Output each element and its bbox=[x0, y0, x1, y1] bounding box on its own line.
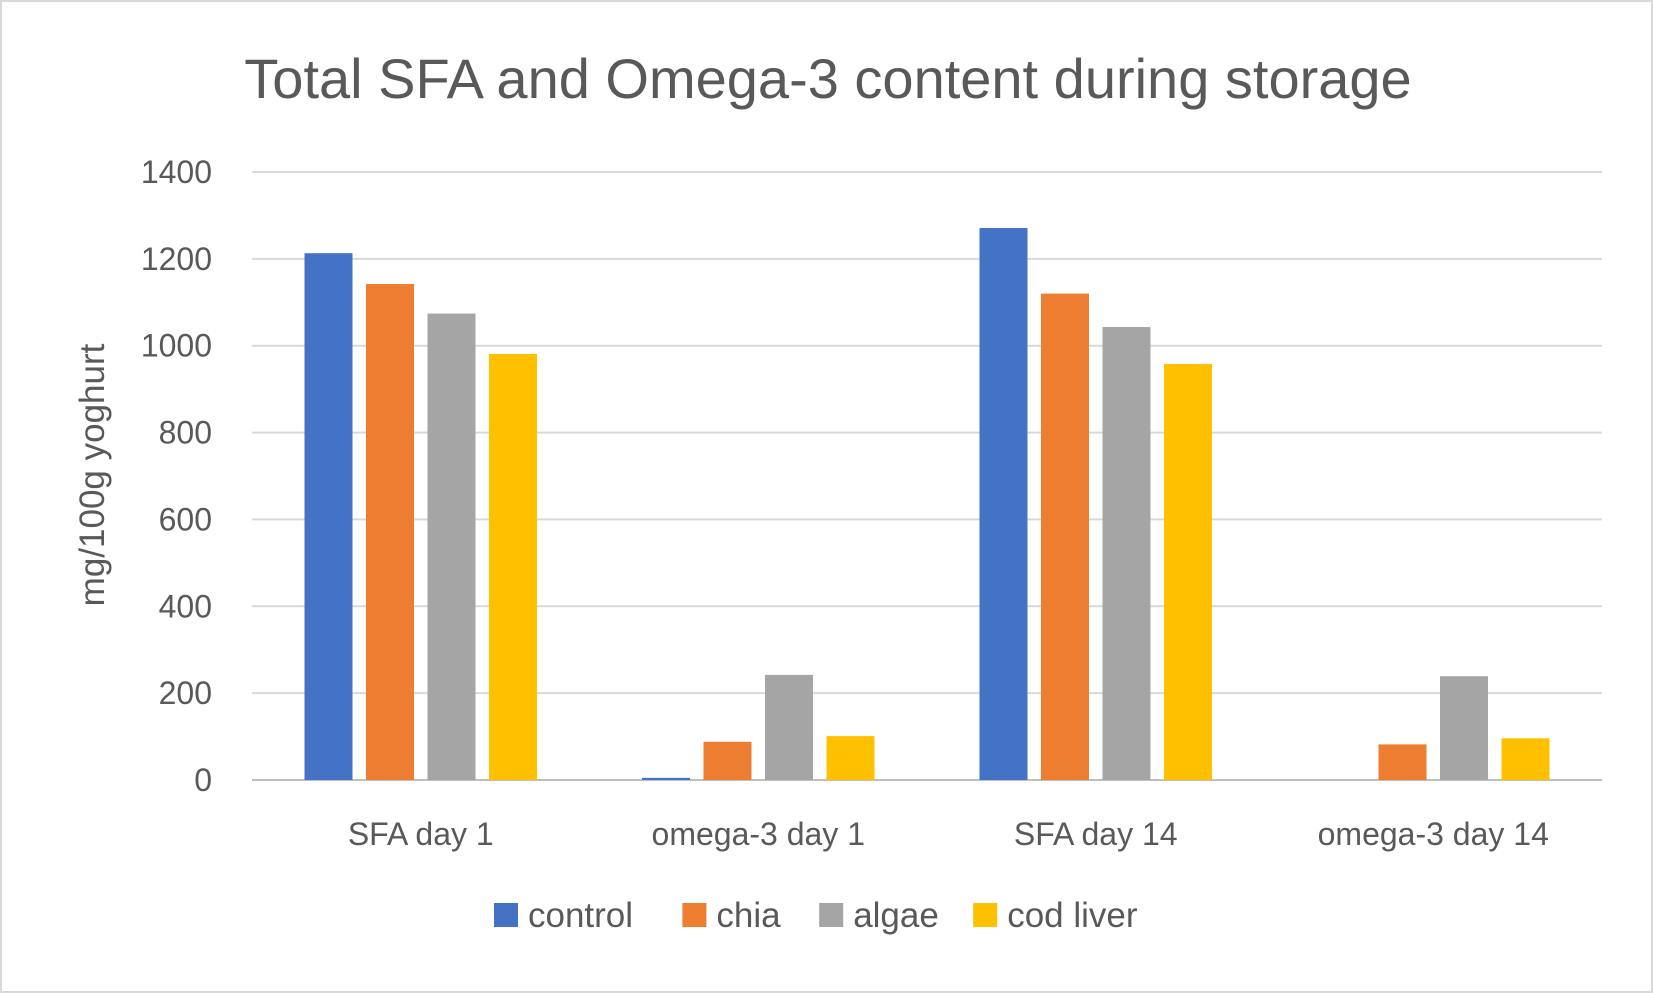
y-tick-label: 600 bbox=[159, 501, 212, 537]
legend-item-cod-liver: cod liver bbox=[973, 896, 1138, 935]
bar-algae-0 bbox=[427, 313, 476, 780]
y-tick-label: 400 bbox=[159, 588, 212, 624]
y-axis-title: mg/100g yoghurt bbox=[73, 343, 112, 606]
bar-cod-liver-1 bbox=[826, 736, 875, 780]
y-tick-label: 200 bbox=[159, 675, 212, 711]
bar-control-2 bbox=[979, 228, 1028, 781]
bar-algae-2 bbox=[1102, 327, 1151, 780]
bars bbox=[304, 228, 1550, 781]
legend-swatch bbox=[494, 903, 518, 927]
x-category-label: SFA day 14 bbox=[1014, 816, 1178, 852]
legend-label: chia bbox=[716, 896, 781, 935]
bar-chia-3 bbox=[1378, 744, 1427, 780]
bar-algae-1 bbox=[765, 674, 813, 780]
bar-chia-1 bbox=[703, 741, 752, 780]
x-category-label: omega-3 day 1 bbox=[652, 816, 865, 852]
x-category-label: omega-3 day 14 bbox=[1318, 816, 1549, 852]
legend-item-control: control bbox=[494, 896, 633, 935]
bar-control-0 bbox=[304, 253, 353, 780]
bar-chia-0 bbox=[366, 284, 414, 780]
legend-swatch bbox=[682, 903, 707, 927]
bar-cod-liver-2 bbox=[1164, 363, 1212, 780]
y-tick-label: 1000 bbox=[141, 328, 212, 364]
legend-item-chia: chia bbox=[682, 896, 781, 935]
y-tick-label: 0 bbox=[194, 762, 212, 798]
y-tick-label: 1200 bbox=[141, 241, 212, 277]
bar-chia-2 bbox=[1041, 293, 1089, 780]
legend-swatch bbox=[973, 903, 998, 927]
bar-cod-liver-0 bbox=[489, 353, 537, 780]
bar-control-1 bbox=[642, 777, 690, 780]
bar-cod-liver-3 bbox=[1501, 738, 1550, 780]
y-tick-label: 1400 bbox=[141, 154, 212, 190]
gridlines bbox=[252, 171, 1602, 781]
y-tick-label: 800 bbox=[159, 415, 212, 451]
chart-title: Total SFA and Omega-3 content during sto… bbox=[244, 47, 1411, 110]
legend-label: control bbox=[528, 896, 633, 935]
y-axis-ticks: 0 200 400 600 800 1000 1200 1400 bbox=[141, 154, 212, 798]
legend: control chia algae cod liver bbox=[494, 896, 1138, 935]
bar-algae-3 bbox=[1440, 676, 1488, 780]
legend-label: algae bbox=[853, 896, 939, 935]
legend-label: cod liver bbox=[1007, 896, 1138, 935]
legend-item-algae: algae bbox=[819, 896, 939, 935]
legend-swatch bbox=[819, 903, 844, 927]
x-category-label: SFA day 1 bbox=[348, 816, 494, 852]
x-axis-categories: SFA day 1 omega-3 day 1 SFA day 14 omega-3 … bbox=[348, 816, 1549, 852]
